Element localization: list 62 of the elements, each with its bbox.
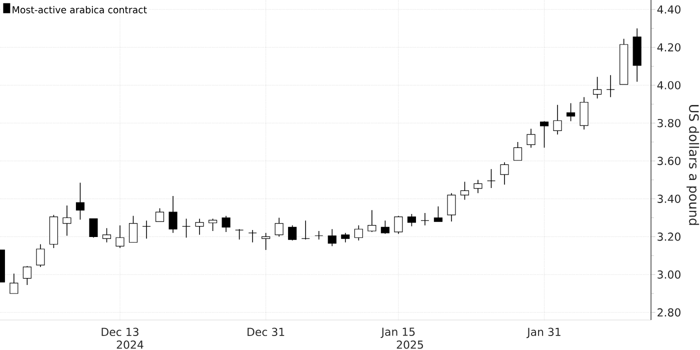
text: 2024 <box>116 340 144 349</box>
candlestick <box>447 192 456 222</box>
candlestick <box>580 96 588 130</box>
candlestick <box>566 102 576 122</box>
candlestick <box>486 168 496 188</box>
candlestick <box>288 224 297 241</box>
candlestick <box>328 228 336 247</box>
candlestick <box>500 162 509 186</box>
candlestick <box>513 142 522 161</box>
candlestick <box>182 218 191 238</box>
candlestick <box>394 215 403 234</box>
text: 2025 <box>396 340 423 349</box>
y-tick-label: 2.80 <box>658 308 680 317</box>
candlestick <box>606 74 615 98</box>
candlestick <box>222 215 230 232</box>
x-tick-label: Jan 31 <box>526 328 560 338</box>
y-axis-title: US dollars a pound <box>686 105 700 225</box>
candlestick <box>460 181 469 200</box>
candlestick <box>142 220 151 239</box>
candlestick <box>116 224 124 248</box>
x-tick-label: Jan 15 <box>380 328 415 338</box>
y-tick-label: 3.00 <box>658 270 680 279</box>
y-tick-label: 4.00 <box>657 81 680 90</box>
candlestick <box>10 273 18 294</box>
candlestick <box>102 228 112 243</box>
candlestick <box>314 230 324 240</box>
candlestick <box>168 196 178 234</box>
candlestick <box>354 224 363 241</box>
candlestick <box>341 232 350 243</box>
y-tick-label: 4.40 <box>657 5 680 14</box>
candlestick <box>368 210 376 232</box>
candlestick <box>195 218 204 236</box>
candlestick <box>474 179 482 194</box>
candlestick <box>208 218 218 232</box>
candlestick <box>62 205 72 236</box>
y-tick-label: 4.20 <box>657 43 680 52</box>
candlestick <box>248 230 257 243</box>
legend-label: Most-active arabica contract <box>12 6 147 14</box>
candlestick <box>76 182 84 220</box>
candlestick <box>420 212 430 226</box>
candlestick <box>89 218 98 238</box>
x-tick-label: Dec 31 <box>248 328 284 336</box>
candlestick <box>540 120 549 148</box>
y-tick-label: 3.60 <box>658 156 680 166</box>
candlestick <box>593 76 602 99</box>
y-tick-label: 3.40 <box>658 194 680 203</box>
y-tick-label: 3.20 <box>658 232 680 241</box>
x-tick-label: Dec 13 <box>102 328 138 336</box>
candlestick <box>155 208 164 222</box>
candlestick <box>128 215 138 243</box>
candlestick <box>22 266 32 286</box>
candlestick <box>380 220 390 234</box>
candlestick <box>526 128 536 148</box>
candlestick <box>235 228 244 240</box>
candlestick <box>434 206 442 222</box>
candlestick <box>301 220 310 240</box>
candlestick <box>553 104 562 135</box>
candlestick <box>262 232 270 250</box>
candlestick <box>274 217 284 238</box>
candlestick <box>36 244 45 268</box>
y-tick-label: 3.80 <box>658 118 680 128</box>
candlestick <box>407 214 416 227</box>
